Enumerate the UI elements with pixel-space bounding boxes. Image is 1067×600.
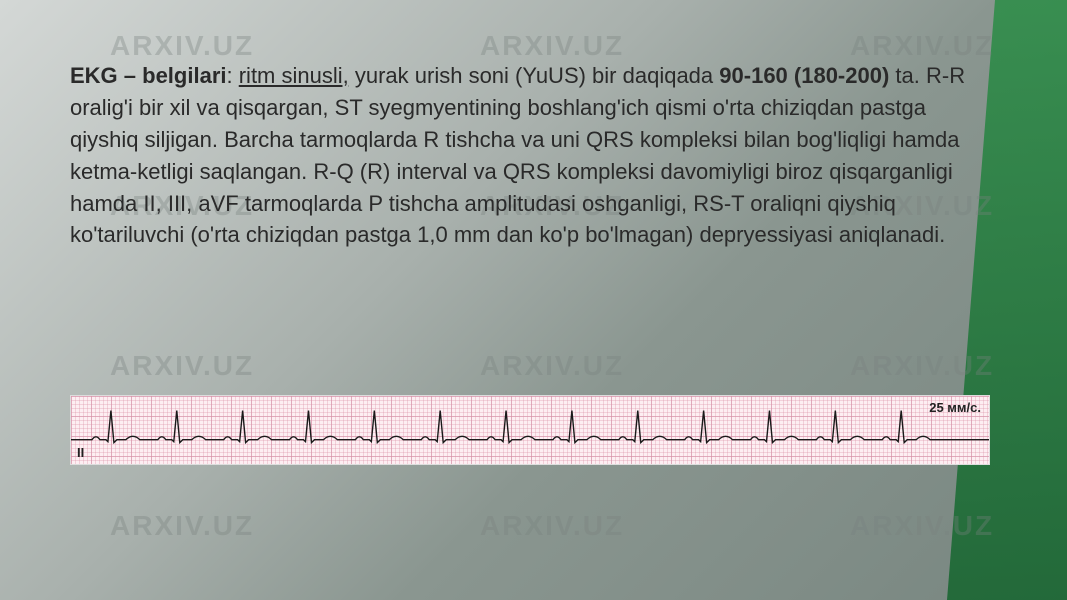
- underlined-phrase: ritm sinusli,: [239, 63, 349, 88]
- lead-bold: EKG – belgilari: [70, 63, 227, 88]
- bold-range: 90-160 (180-200): [719, 63, 889, 88]
- ecg-strip: 25 мм/с. II: [70, 395, 990, 465]
- body-paragraph: EKG – belgilari: ritm sinusli, yurak uri…: [70, 60, 967, 251]
- watermark-text: ARXIV.UZ: [110, 350, 254, 382]
- watermark-text: ARXIV.UZ: [110, 510, 254, 542]
- ecg-path: [71, 411, 989, 443]
- ecg-trace: [71, 396, 989, 464]
- ecg-lead-label: II: [77, 445, 84, 460]
- watermark-text: ARXIV.UZ: [480, 510, 624, 542]
- slide-content: EKG – belgilari: ritm sinusli, yurak uri…: [0, 0, 1067, 251]
- ecg-speed-label: 25 мм/с.: [929, 400, 981, 415]
- colon: :: [227, 63, 239, 88]
- part1: yurak urish soni (YuUS) bir daqiqada: [349, 63, 720, 88]
- watermark-text: ARXIV.UZ: [480, 350, 624, 382]
- part2: ta. R-R oralig'i bir xil va qisqargan, S…: [70, 63, 965, 247]
